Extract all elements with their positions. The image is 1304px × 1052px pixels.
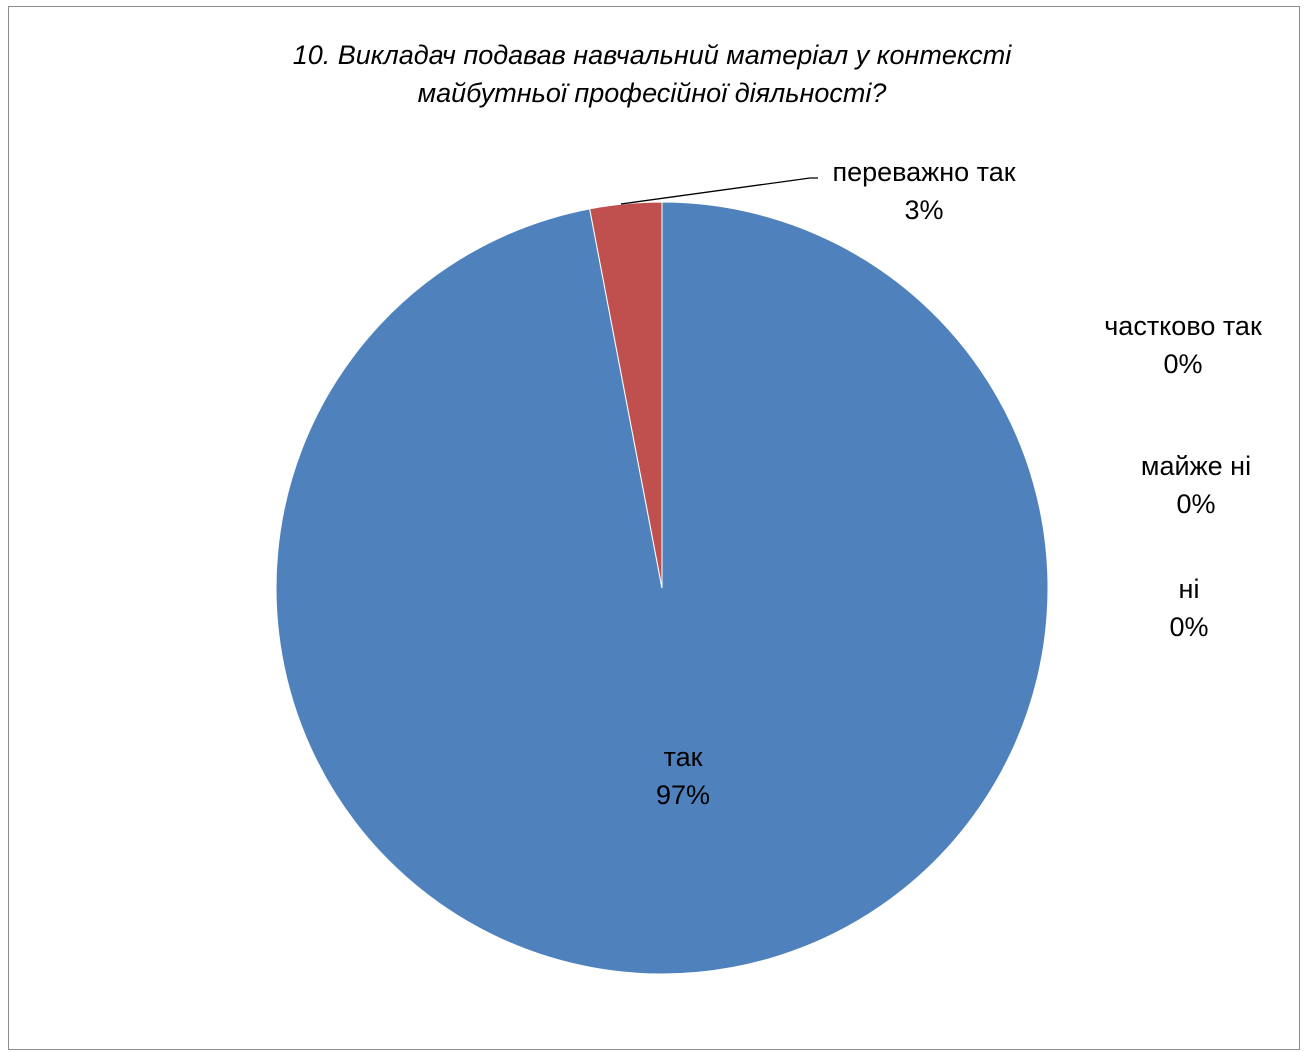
pie-slices: [275, 201, 1049, 975]
slice-label-perevazhno-tak-name: переважно так: [832, 157, 1016, 187]
slice-label-perevazhno-tak-value: 3%: [904, 195, 944, 225]
slice-label-chastkovo-tak-value: 0%: [1163, 349, 1203, 379]
slice-label-tak-name: так: [663, 742, 703, 772]
leader-line: [620, 177, 818, 205]
slice-label-ni-value: 0%: [1169, 612, 1209, 642]
slice-label-chastkovo-tak-name: частково так: [1104, 311, 1262, 341]
chart-title-line-1: 10. Викладач подавав навчальний матеріал…: [292, 40, 1012, 70]
slice-label-ni: ні 0%: [1169, 570, 1208, 646]
slice-label-mayzhe-ni-name: майже ні: [1140, 451, 1252, 481]
slice-label-tak: так 97%: [656, 738, 710, 814]
slice-label-mayzhe-ni: майже ні 0%: [1141, 447, 1251, 523]
slice-label-tak-value: 97%: [655, 780, 711, 810]
slice-label-chastkovo-tak: частково так 0%: [1104, 307, 1262, 383]
chart-title-line-2: майбутньої професійної діяльності?: [417, 78, 887, 108]
slice-label-mayzhe-ni-value: 0%: [1176, 489, 1216, 519]
slice-label-perevazhno-tak: переважно так 3%: [832, 153, 1015, 229]
slice-label-ni-name: ні: [1178, 574, 1200, 604]
